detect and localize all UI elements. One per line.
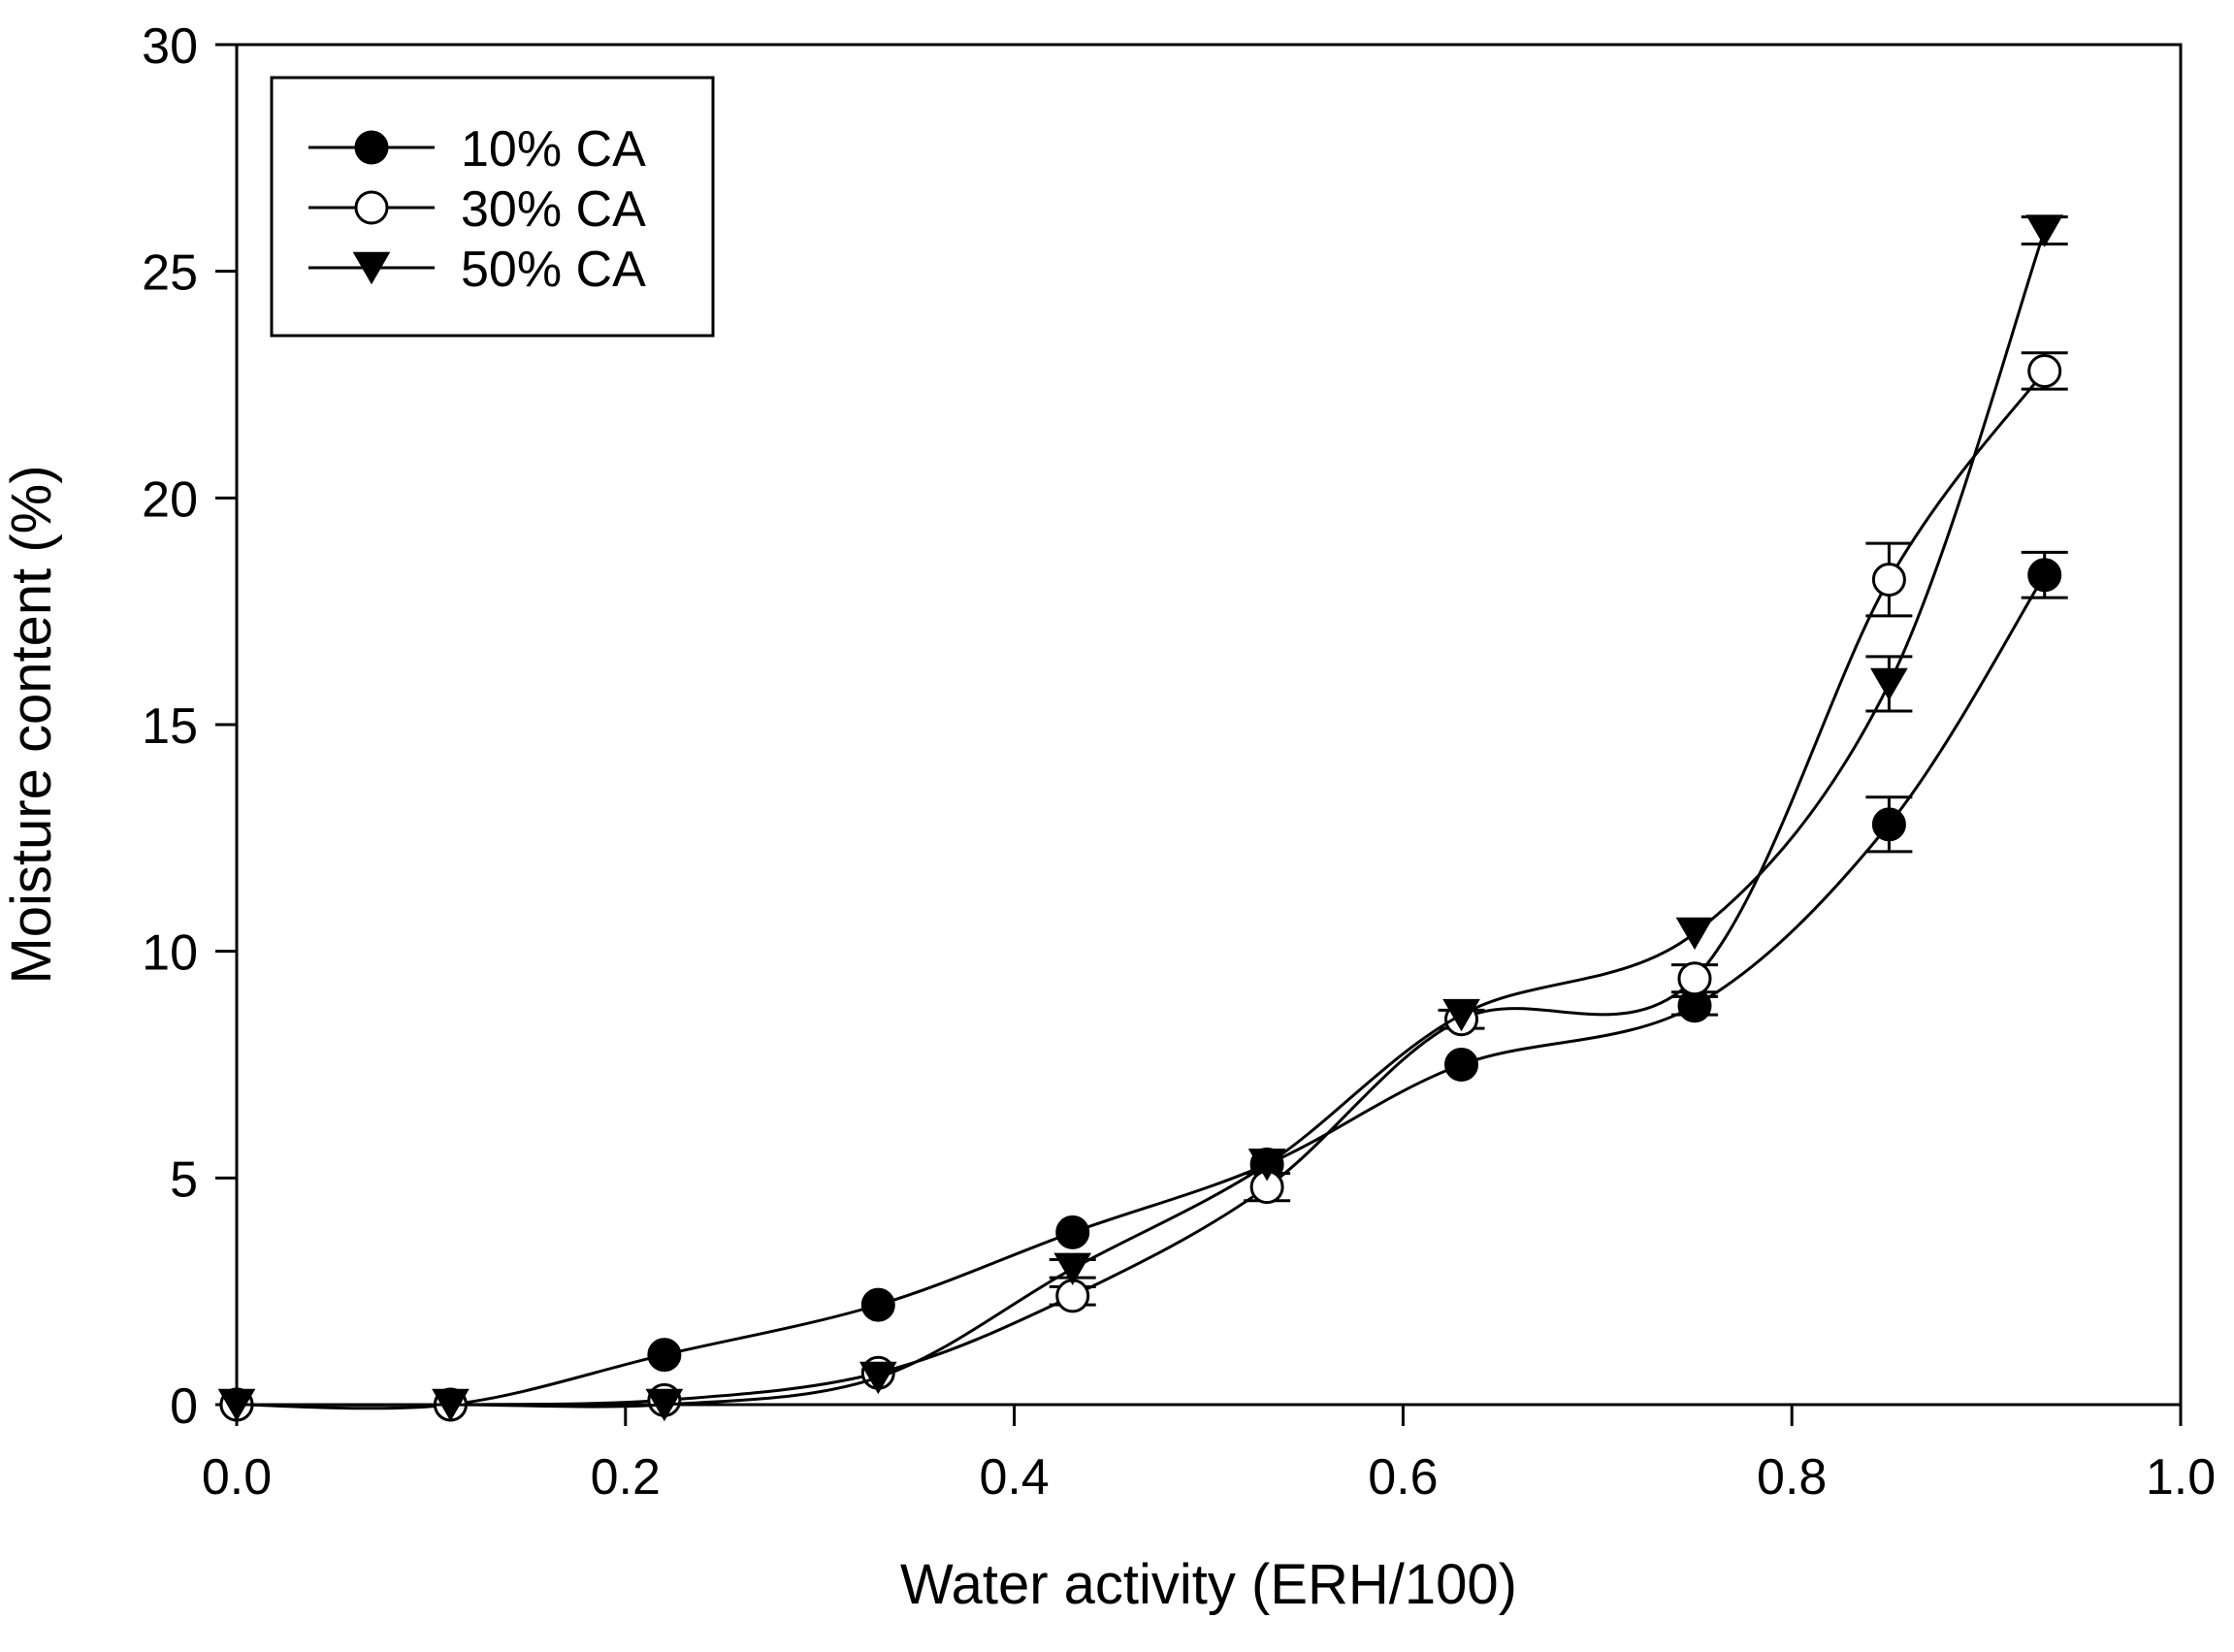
x-tick-label: 0.6 (1368, 1449, 1438, 1506)
data-point (645, 1388, 684, 1422)
data-point (217, 1388, 256, 1422)
y-axis: 0 5 10 15 20 25 30 (142, 18, 237, 1435)
x-tick-label: 0.4 (979, 1449, 1049, 1506)
data-point (1870, 667, 1908, 701)
series-line (236, 370, 2046, 1407)
legend-marker (354, 190, 389, 225)
y-tick-label: 10 (142, 925, 198, 982)
x-tick-label: 0.0 (202, 1449, 272, 1506)
data-point (1442, 998, 1480, 1032)
legend-item: 30% CA (308, 181, 646, 238)
legend-label: 10% CA (461, 121, 646, 178)
x-tick-label: 0.2 (591, 1449, 661, 1506)
x-tick-label: 1.0 (2146, 1449, 2216, 1506)
series-2 (219, 351, 2068, 1422)
data-point (1677, 961, 1712, 996)
data-point (858, 1361, 897, 1395)
legend-marker (354, 130, 389, 165)
x-tick-label: 0.8 (1757, 1449, 1827, 1506)
legend-marker (352, 251, 391, 285)
y-tick-label: 30 (142, 18, 198, 75)
legend-label: 30% CA (461, 181, 646, 238)
legend-item: 10% CA (308, 121, 646, 178)
data-point (432, 1388, 469, 1422)
series-line (236, 230, 2047, 1409)
y-axis-label: Moisture content (%) (0, 465, 63, 984)
data-point (1055, 1215, 1090, 1249)
series-1 (219, 550, 2068, 1422)
series-3 (217, 214, 2068, 1422)
series-layer (217, 214, 2068, 1422)
legend-label: 50% CA (461, 242, 646, 298)
y-tick-label: 0 (170, 1378, 198, 1435)
data-point (647, 1338, 682, 1373)
data-point (1444, 1048, 1479, 1082)
data-point (2027, 353, 2062, 388)
data-point (1871, 562, 1906, 597)
legend-item: 50% CA (308, 242, 646, 298)
data-point (2025, 214, 2064, 247)
x-axis-label: Water activity (ERH/100) (900, 1553, 1517, 1616)
data-point (1247, 1149, 1286, 1182)
data-point (860, 1287, 895, 1322)
x-axis: 0.0 0.2 0.4 0.6 0.8 1.0 (202, 1405, 2216, 1506)
series-line (236, 573, 2046, 1410)
data-point (1053, 1252, 1092, 1285)
data-point (2027, 558, 2062, 593)
data-point (1675, 917, 1714, 951)
y-tick-label: 25 (142, 245, 198, 302)
data-point (1871, 807, 1906, 842)
y-tick-label: 20 (142, 471, 198, 528)
y-tick-label: 15 (142, 698, 198, 755)
y-tick-label: 5 (170, 1151, 198, 1208)
